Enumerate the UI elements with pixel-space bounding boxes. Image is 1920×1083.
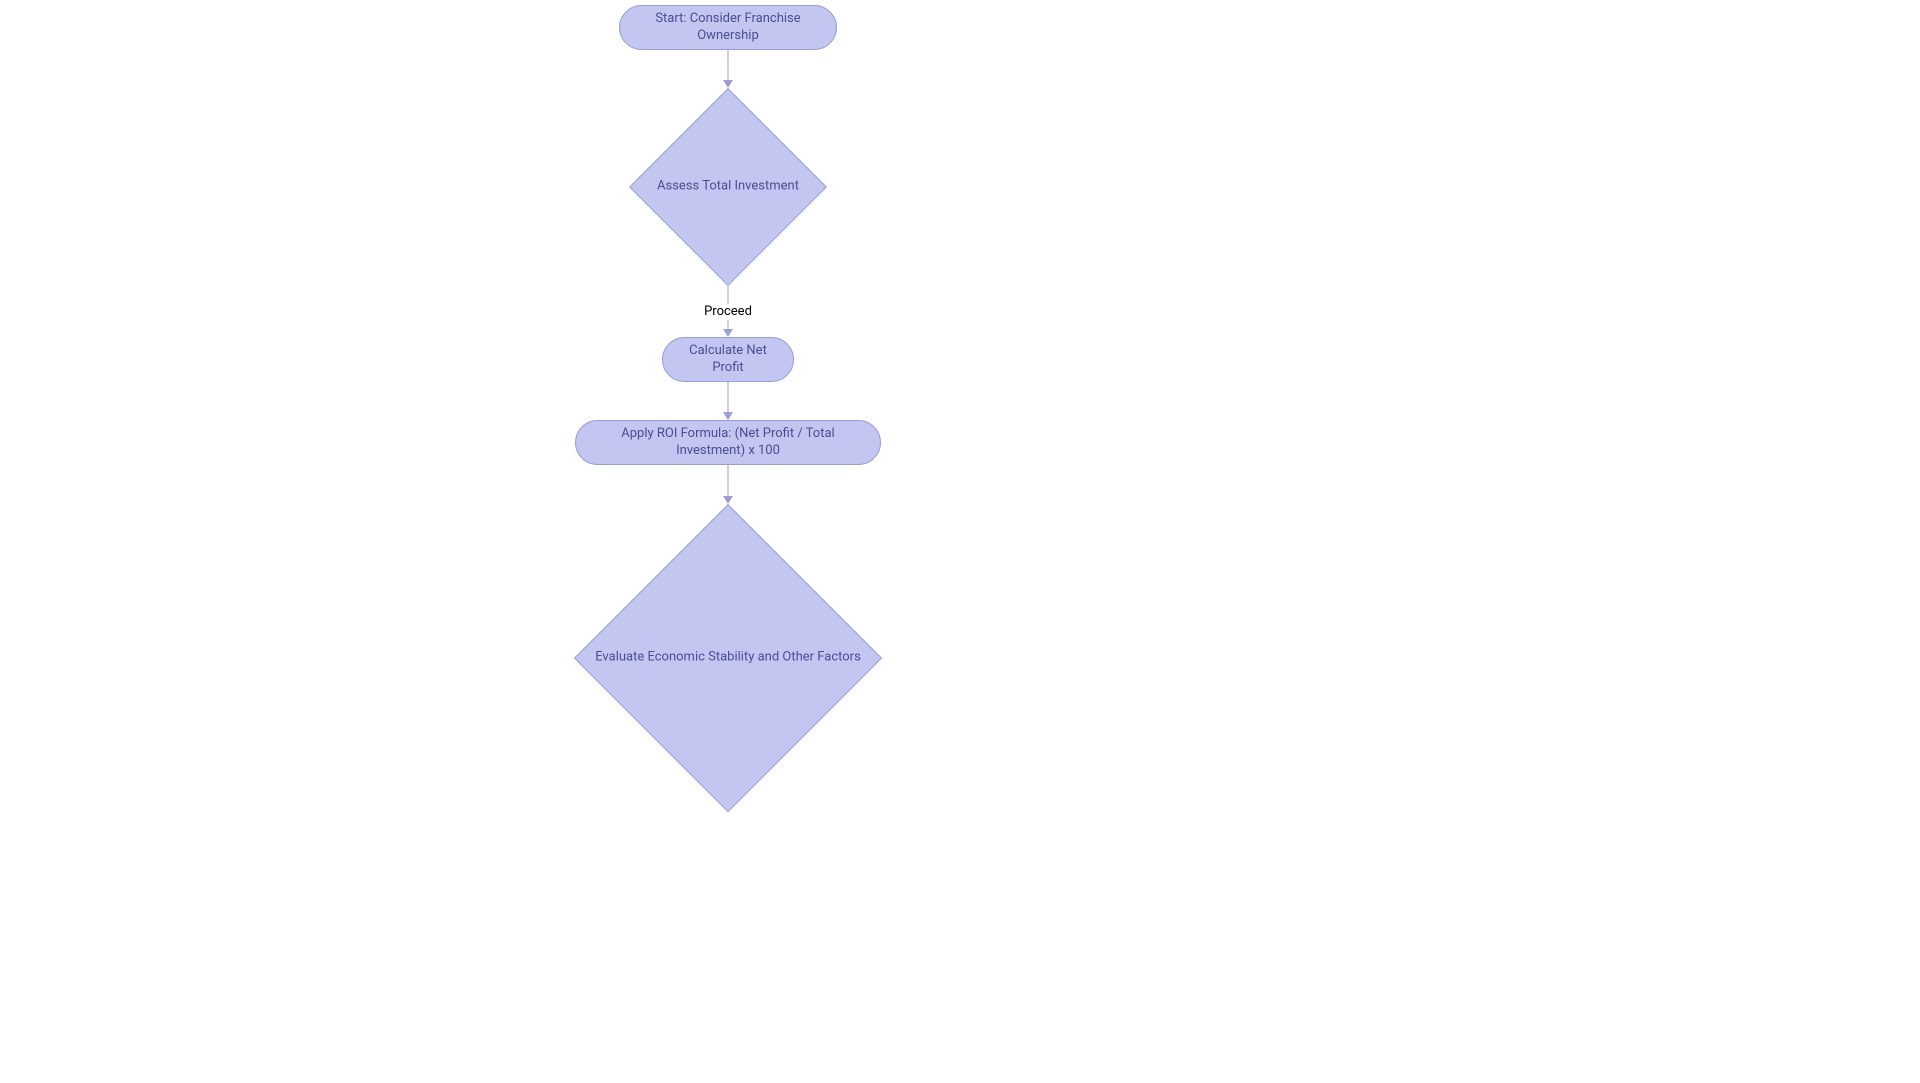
arrowhead-assess-calc: [723, 329, 733, 337]
edge-assess-calc-seg2: [728, 320, 729, 329]
edge-calc-formula: [728, 382, 729, 412]
edge-formula-evaluate: [728, 465, 729, 496]
node-formula: Apply ROI Formula: (Net Profit / Total I…: [575, 420, 881, 465]
edge-start-assess: [728, 50, 729, 80]
edge-label-assess-calc: Proceed: [702, 304, 754, 319]
arrowhead-formula-evaluate: [723, 496, 733, 504]
node-label-formula: Apply ROI Formula: (Net Profit / Total I…: [576, 426, 880, 460]
node-label-assess: Assess Total Investment: [657, 179, 799, 196]
arrowhead-calc-formula: [723, 412, 733, 420]
node-label-calc: Calculate Net Profit: [663, 343, 793, 377]
edge-assess-calc-seg1: [728, 286, 729, 304]
node-label-start: Start: Consider Franchise Ownership: [620, 11, 836, 45]
node-start: Start: Consider Franchise Ownership: [619, 5, 837, 50]
flowchart-canvas: Start: Consider Franchise Ownership Asses…: [0, 0, 1920, 1083]
node-calc: Calculate Net Profit: [662, 337, 794, 382]
node-label-evaluate: Evaluate Economic Stability and Other Fa…: [595, 650, 861, 667]
arrowhead-start-assess: [723, 80, 733, 88]
